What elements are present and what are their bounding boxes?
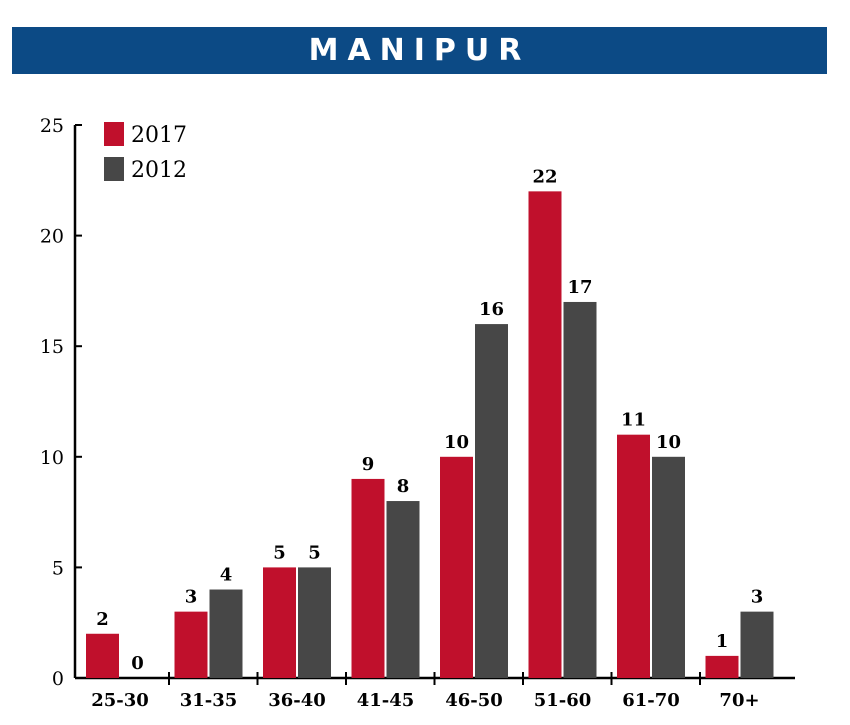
x-category-label: 46-50 — [445, 690, 503, 711]
bar-2012-51-60 — [563, 301, 597, 678]
bar-2017-46-50 — [440, 456, 473, 678]
value-label: 0 — [131, 653, 144, 674]
title-banner: MANIPUR — [12, 27, 827, 74]
value-label: 5 — [273, 542, 286, 563]
y-tick-label: 15 — [40, 336, 64, 358]
bar-2012-31-35 — [209, 589, 243, 678]
value-label: 17 — [567, 277, 592, 298]
x-category-label: 61-70 — [622, 690, 680, 711]
legend-label-2017: 2017 — [131, 123, 187, 148]
x-category-label: 36-40 — [268, 690, 326, 711]
y-tick-label: 10 — [40, 447, 64, 469]
bar-2017-70+ — [705, 655, 739, 678]
value-label: 2 — [96, 609, 109, 630]
value-label: 10 — [444, 432, 469, 453]
legend-swatch-2012 — [104, 157, 124, 181]
bar-2017-61-70 — [617, 434, 650, 678]
bar-2012-61-70 — [652, 456, 685, 678]
x-category-label: 31-35 — [180, 690, 238, 711]
value-label: 5 — [308, 542, 321, 563]
y-tick-label: 5 — [52, 557, 64, 579]
value-label: 4 — [220, 565, 233, 586]
bar-2017-25-30 — [86, 633, 119, 678]
bar-2017-41-45 — [351, 478, 385, 678]
value-label: 3 — [185, 587, 198, 608]
value-label: 8 — [397, 476, 410, 497]
bar-2012-70+ — [740, 611, 774, 678]
value-label: 10 — [656, 432, 681, 453]
value-label: 9 — [362, 454, 375, 475]
bar-2012-36-40 — [298, 567, 331, 678]
value-label: 3 — [751, 587, 764, 608]
bar-2017-51-60 — [528, 191, 562, 679]
chart-title: MANIPUR — [308, 33, 531, 68]
value-label: 16 — [479, 299, 504, 320]
bar-2017-31-35 — [174, 611, 208, 678]
y-tick-label: 0 — [52, 668, 64, 690]
bar-2012-41-45 — [386, 501, 420, 678]
legend-swatch-2017 — [104, 122, 124, 146]
x-category-label: 41-45 — [357, 690, 415, 711]
x-category-label: 51-60 — [534, 690, 592, 711]
x-category-label: 25-30 — [91, 690, 149, 711]
y-tick-label: 25 — [40, 115, 64, 137]
value-label: 22 — [532, 166, 557, 187]
y-tick-label: 20 — [40, 226, 64, 248]
value-label: 1 — [716, 631, 729, 652]
legend-label-2012: 2012 — [131, 158, 187, 183]
bar-2012-46-50 — [475, 324, 508, 678]
x-category-label: 70+ — [719, 690, 759, 711]
value-label: 11 — [621, 410, 646, 431]
bar-2017-36-40 — [263, 567, 296, 678]
